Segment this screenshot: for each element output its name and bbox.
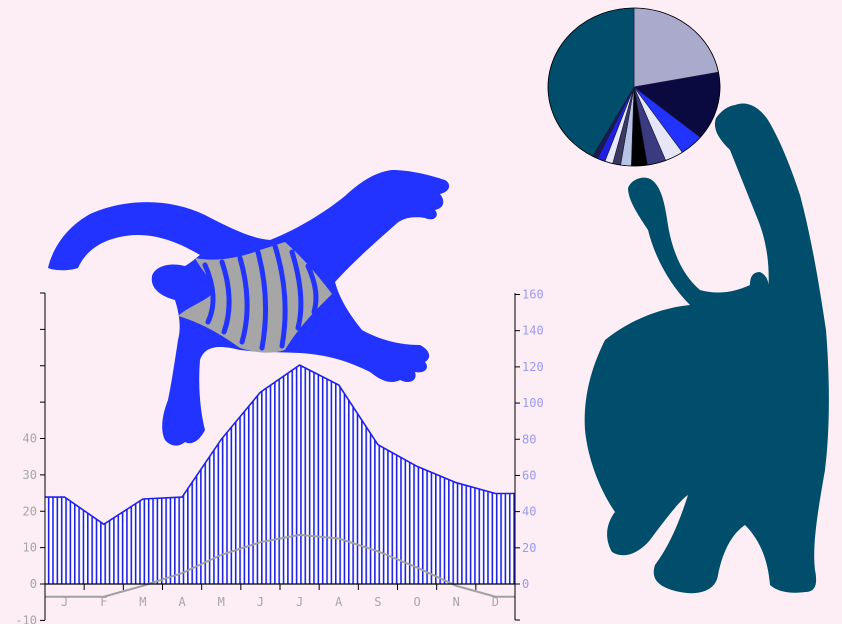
month-label: M (139, 595, 146, 609)
month-label: D (492, 595, 499, 609)
month-label: J (296, 595, 303, 609)
player-body (584, 103, 829, 594)
left-axis-tick-label: 20 (23, 504, 37, 518)
left-axis-tick-label: 0 (30, 577, 37, 591)
month-label: F (100, 595, 107, 609)
month-ticks (44, 584, 516, 590)
climate-diagram: -10 0 10 20 30 40 0 20 40 60 80 100 120 140 160 J F M A M… (15, 288, 543, 624)
month-label: J (257, 595, 264, 609)
right-axis-tick-label: 0 (522, 577, 529, 591)
month-label: J (61, 595, 68, 609)
temperature-line (45, 533, 515, 598)
left-axis-tick-label: -10 (15, 613, 37, 624)
month-label: N (453, 595, 460, 609)
month-label: S (374, 595, 381, 609)
right-axis-tick-label: 60 (522, 468, 536, 482)
left-axis-ticks: -10 0 10 20 30 40 (15, 292, 45, 624)
teal-crouching-figure (584, 103, 829, 594)
month-label: A (335, 595, 343, 609)
pie-chart (547, 7, 721, 167)
right-axis-tick-label: 160 (522, 288, 544, 302)
left-axis-tick-label: 40 (23, 432, 37, 446)
pie-outline (547, 7, 721, 167)
month-label: M (218, 595, 225, 609)
left-axis-tick-label: 10 (23, 541, 37, 555)
right-axis-tick-label: 20 (522, 541, 536, 555)
right-axis-ticks: 0 20 40 60 80 100 120 140 160 (515, 288, 544, 621)
right-axis-tick-label: 100 (522, 396, 544, 410)
swimsuit (178, 242, 332, 353)
blue-swimmer-figure (48, 170, 450, 446)
right-axis-tick-label: 40 (522, 505, 536, 519)
right-axis-tick-label: 120 (522, 360, 544, 374)
left-axis-tick-label: 30 (23, 468, 37, 482)
right-axis-tick-label: 80 (522, 432, 536, 446)
precipitation-line (45, 364, 515, 526)
right-axis-tick-label: 140 (522, 324, 544, 338)
month-label: O (413, 595, 420, 609)
precipitation-area (45, 365, 515, 584)
swimsuit-stripes (202, 243, 319, 351)
month-label: A (178, 595, 186, 609)
